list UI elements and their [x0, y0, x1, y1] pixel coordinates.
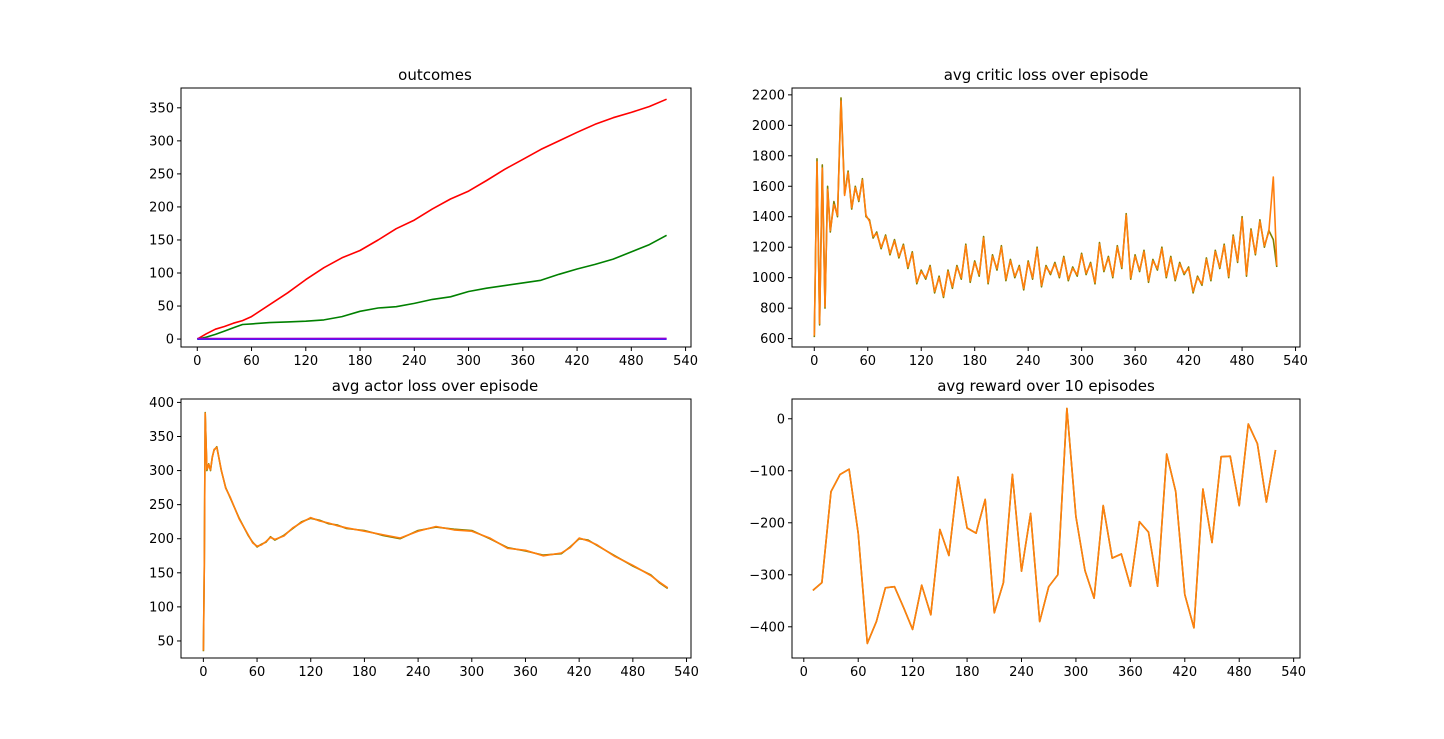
x-tick-label: 360 [510, 354, 535, 369]
x-tick-label: 540 [673, 354, 698, 369]
x-tick-label: 240 [406, 665, 431, 680]
y-tick-label: 50 [157, 634, 174, 649]
x-tick-label: 420 [567, 665, 592, 680]
y-tick-label: 200 [149, 200, 174, 215]
y-tick-label: 150 [149, 566, 174, 581]
y-tick-label: 1800 [752, 149, 785, 164]
y-tick-label: 1400 [752, 210, 785, 225]
y-tick-label: 200 [149, 532, 174, 547]
y-tick-label: 350 [149, 101, 174, 116]
x-tick-label: 540 [1283, 354, 1308, 369]
y-tick-label: 1000 [752, 271, 785, 286]
y-tick-label: 400 [149, 396, 174, 411]
subplot-reward: avg reward over 10 episodes 0 60 120 180 240… [749, 377, 1306, 680]
chart-title: avg critic loss over episode [944, 66, 1149, 84]
axes-frame [791, 87, 1301, 348]
subplot-actor-loss: avg actor loss over episode 0 60 120 180 240… [149, 377, 699, 680]
x-tick-label: 480 [1227, 665, 1252, 680]
x-tick-label: 60 [243, 354, 260, 369]
series-line-1 [812, 407, 1277, 645]
x-tick-label: 60 [249, 665, 266, 680]
x-tick-label: 0 [199, 665, 207, 680]
x-tick-label: 120 [900, 665, 925, 680]
x-tick-label: 300 [1064, 665, 1089, 680]
x-tick-label: 180 [348, 354, 373, 369]
x-tick-label: 540 [674, 665, 699, 680]
series-line-0 [813, 97, 1278, 338]
y-tick-label: 100 [149, 267, 174, 282]
y-tick-label: −100 [749, 464, 785, 479]
x-tick-label: 240 [1016, 354, 1041, 369]
x-tick-label: 300 [456, 354, 481, 369]
series-line-0 [812, 407, 1277, 645]
y-tick-label: 2000 [752, 119, 785, 134]
x-tick-label: 0 [193, 354, 201, 369]
axes-frame [791, 398, 1301, 659]
x-tick-label: 240 [402, 354, 427, 369]
y-tick-label: 2200 [752, 88, 785, 103]
y-tick-label: 50 [157, 300, 174, 315]
y-tick-label: 350 [149, 430, 174, 445]
series-line-1 [813, 100, 1278, 336]
y-tick-label: 250 [149, 167, 174, 182]
x-tick-label: 180 [352, 665, 377, 680]
x-tick-label: 480 [1230, 354, 1255, 369]
x-tick-label: 300 [1069, 354, 1094, 369]
y-tick-label: −200 [749, 516, 785, 531]
y-tick-label: 250 [149, 498, 174, 513]
x-tick-label: 0 [810, 354, 818, 369]
chart-title: avg reward over 10 episodes [937, 377, 1155, 395]
x-tick-label: 480 [620, 665, 645, 680]
x-tick-label: 60 [859, 354, 876, 369]
series-line-1 [202, 412, 669, 651]
y-tick-label: 1200 [752, 241, 785, 256]
x-tick-label: 60 [850, 665, 867, 680]
x-tick-label: 300 [459, 665, 484, 680]
x-tick-label: 360 [1123, 354, 1148, 369]
x-tick-label: 420 [1176, 354, 1201, 369]
y-tick-label: 150 [149, 233, 174, 248]
y-tick-label: 600 [760, 332, 785, 347]
x-tick-label: 360 [1118, 665, 1143, 680]
y-tick-label: 0 [777, 412, 785, 427]
y-tick-label: 1600 [752, 180, 785, 195]
x-tick-label: 360 [513, 665, 538, 680]
chart-title: outcomes [398, 66, 472, 84]
x-tick-label: 420 [565, 354, 590, 369]
y-tick-label: −300 [749, 568, 785, 583]
x-tick-label: 120 [293, 354, 318, 369]
x-tick-label: 540 [1281, 665, 1306, 680]
y-tick-label: 0 [166, 333, 174, 348]
chart-title: avg actor loss over episode [332, 377, 538, 395]
y-tick-label: 100 [149, 600, 174, 615]
y-tick-label: 300 [149, 464, 174, 479]
subplot-outcomes: outcomes 0 60 120 180 240 300 360 420 480 540 0 50 1… [149, 66, 698, 369]
x-tick-label: 180 [955, 665, 980, 680]
series-line-1 [197, 234, 667, 340]
x-tick-label: 240 [1009, 665, 1034, 680]
axes-frame [180, 87, 692, 348]
y-tick-label: −400 [749, 620, 785, 635]
axes-frame [180, 398, 692, 659]
x-tick-label: 480 [619, 354, 644, 369]
x-tick-label: 180 [962, 354, 987, 369]
x-tick-label: 120 [298, 665, 323, 680]
subplot-critic-loss: avg critic loss over episode 0 60 120 180 24… [752, 66, 1308, 369]
x-tick-label: 0 [800, 665, 808, 680]
series-line-0 [196, 98, 667, 340]
x-tick-label: 420 [1172, 665, 1197, 680]
y-tick-label: 300 [149, 134, 174, 149]
x-tick-label: 120 [909, 354, 934, 369]
y-tick-label: 800 [760, 302, 785, 317]
series-line-0 [202, 411, 669, 652]
